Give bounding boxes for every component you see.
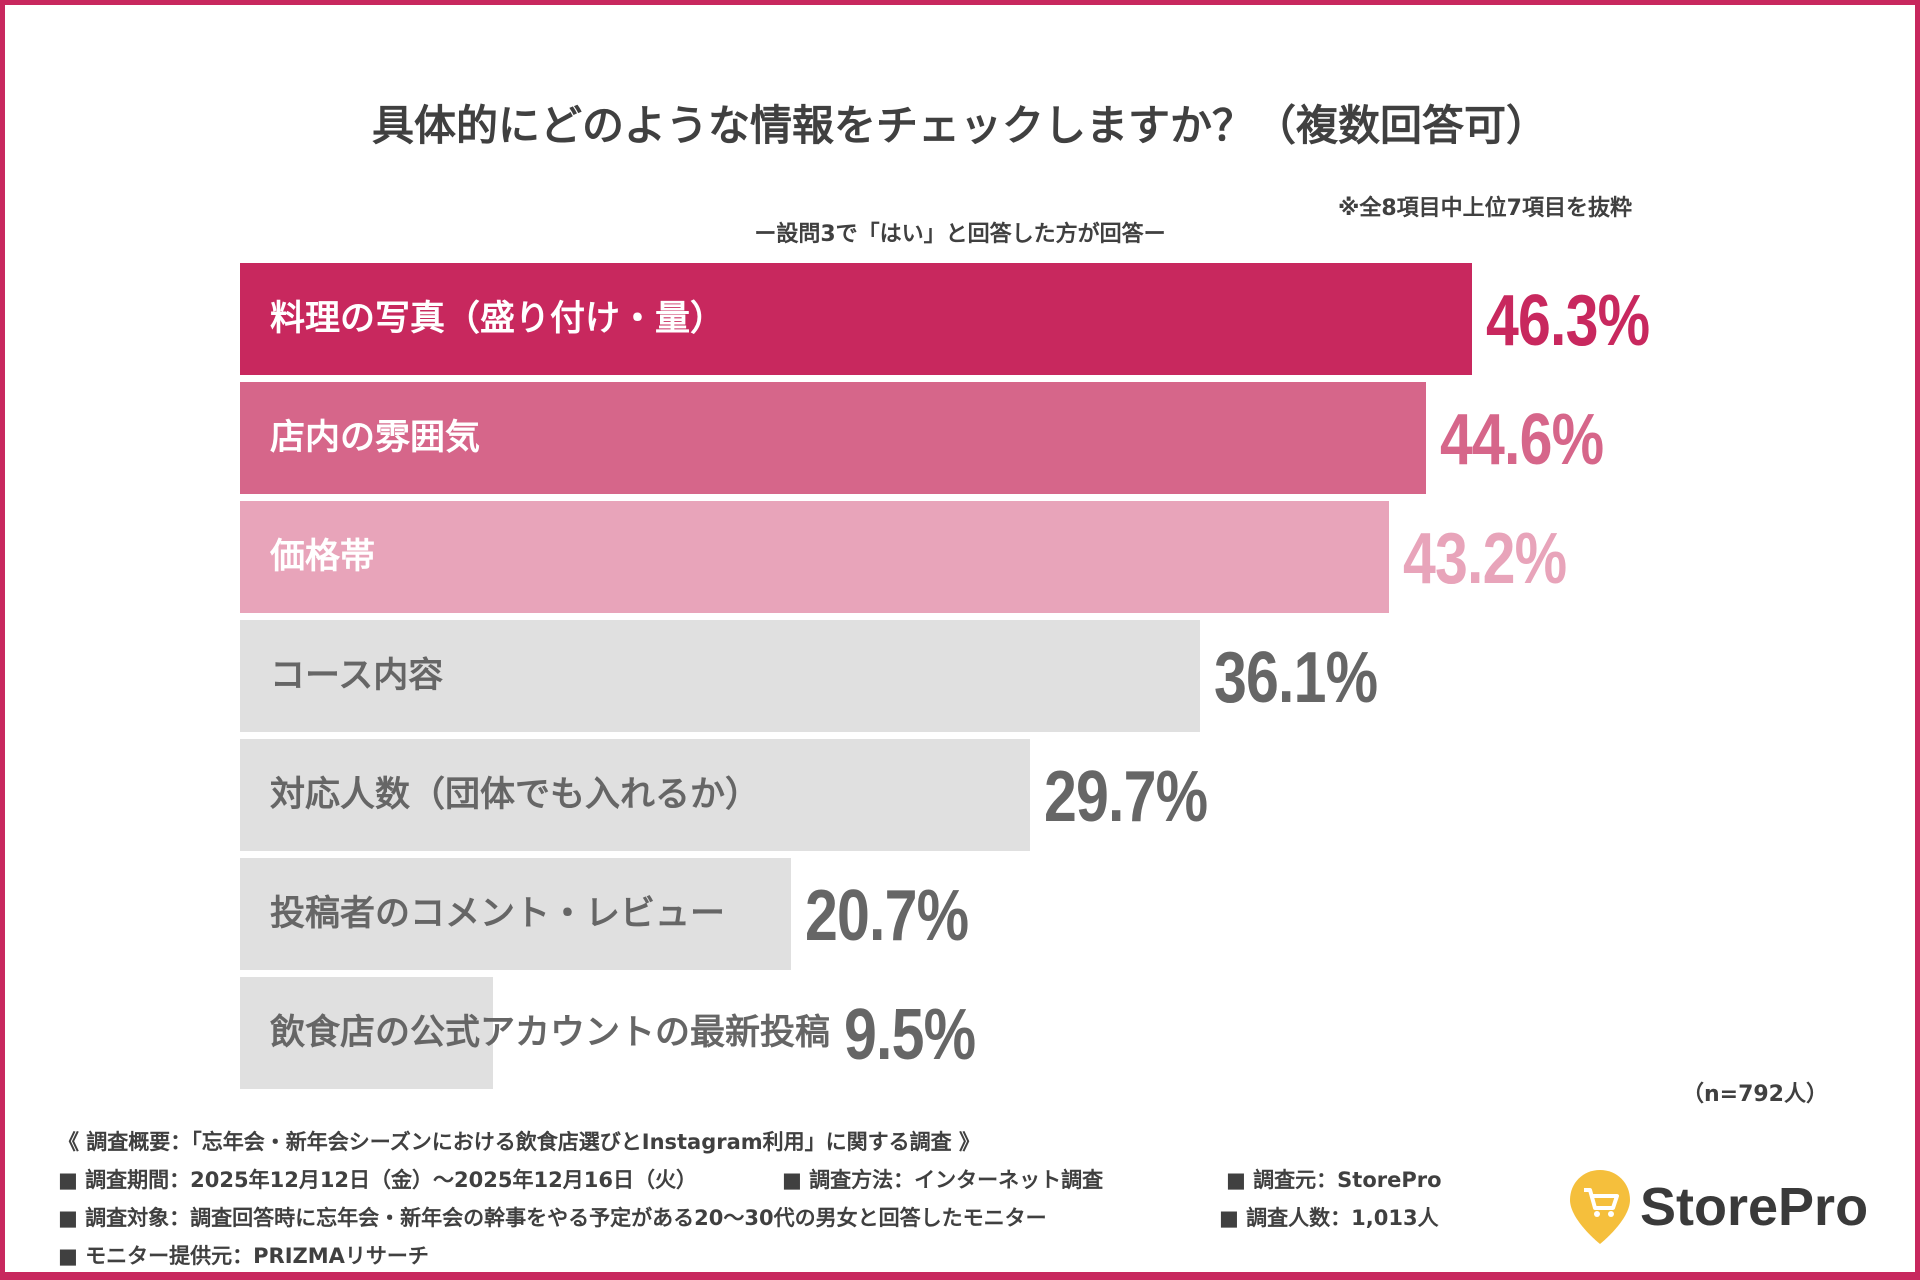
storepro-logo: StorePro [1568,1168,1868,1246]
data-label: 29.7% [1044,757,1208,837]
bar-label: 対応人数（団体でも入れるか） [270,775,761,815]
data-label: 9.5% [844,995,976,1075]
survey-overview: 《 調査概要：「忘年会・新年会シーズンにおける飲食店選びとInstagram利用… [58,1130,980,1154]
bar: 投稿者のコメント・レビュー [240,858,791,970]
chart-title: 具体的にどのような情報をチェックしますか？（複数回答可） [371,101,1548,150]
data-label: 43.2% [1403,519,1567,599]
survey-source: ■ 調査元：StorePro [1226,1168,1442,1192]
sample-size: （n=792人） [1681,1082,1828,1107]
survey-count: ■ 調査人数：1,013人 [1219,1206,1439,1230]
bar-label: 店内の雰囲気 [270,418,481,458]
survey-provider: ■ モニター提供元：PRIZMAリサーチ [58,1244,429,1268]
data-label: 46.3% [1485,281,1650,361]
chart-note: ※全8項目中上位7項目を抜粋 [1337,196,1632,221]
data-label: 36.1% [1214,638,1378,718]
survey-period: ■ 調査期間：2025年12月12日（金）〜2025年12月16日（火） [58,1168,697,1192]
bar: 対応人数（団体でも入れるか） [240,739,1031,851]
survey-method: ■ 調査方法：インターネット調査 [782,1168,1104,1192]
bar: 店内の雰囲気 [240,382,1427,494]
bar-label: 料理の写真（盛り付け・量） [270,299,726,339]
bar-label: 価格帯 [270,537,376,577]
bar: 飲食店の公式アカウントの最新投稿 [240,977,830,1089]
bar-label: コース内容 [270,656,444,696]
bar: 価格帯 [240,501,1390,613]
bar: 料理の写真（盛り付け・量） [240,263,1472,375]
bar-label: 投稿者のコメント・レビュー [270,894,726,934]
logo-text: StorePro [1640,1177,1869,1237]
data-label: 44.6% [1440,400,1604,480]
data-label: 20.7% [804,876,969,956]
survey-target: ■ 調査対象：調査回答時に忘年会・新年会の幹事をやる予定がある20〜30代の男女… [58,1206,1047,1230]
cart-pin-icon [1570,1170,1630,1244]
bar: コース内容 [240,620,1201,732]
bar-label: 飲食店の公式アカウントの最新投稿 [270,1013,831,1053]
chart-subtitle: ー設問3で「はい」と回答した方が回答ー [754,222,1166,247]
